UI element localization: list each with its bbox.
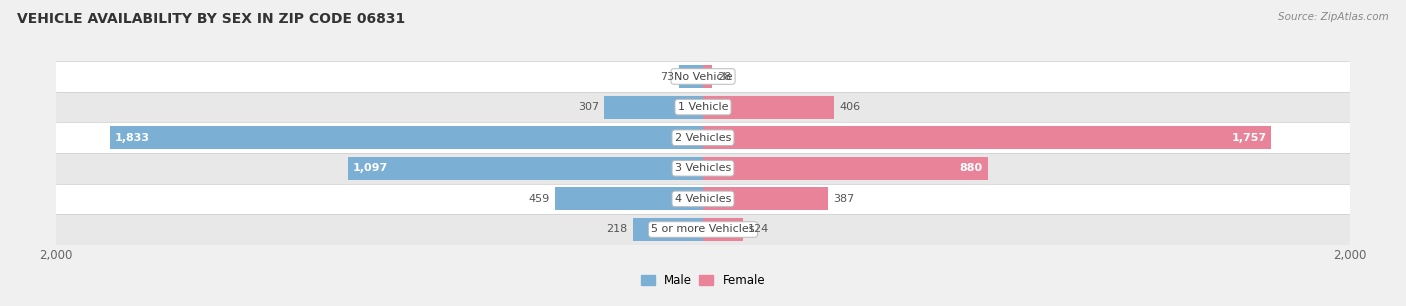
Bar <box>349 157 703 180</box>
Text: 218: 218 <box>606 225 627 234</box>
Text: 387: 387 <box>832 194 855 204</box>
Text: 2 Vehicles: 2 Vehicles <box>675 133 731 143</box>
Bar <box>703 126 1271 149</box>
Bar <box>603 95 703 118</box>
Bar <box>56 92 1350 122</box>
Bar <box>56 184 1350 214</box>
Text: 1 Vehicle: 1 Vehicle <box>678 102 728 112</box>
Bar <box>703 218 744 241</box>
Text: 3 Vehicles: 3 Vehicles <box>675 163 731 173</box>
Legend: Male, Female: Male, Female <box>637 270 769 290</box>
Text: 5 or more Vehicles: 5 or more Vehicles <box>651 225 755 234</box>
Bar <box>110 126 703 149</box>
Bar <box>56 61 1350 92</box>
Text: 406: 406 <box>839 102 860 112</box>
Text: 73: 73 <box>661 72 675 81</box>
Text: 28: 28 <box>717 72 731 81</box>
Text: 1,833: 1,833 <box>115 133 150 143</box>
Bar <box>703 65 711 88</box>
Bar <box>703 157 987 180</box>
Bar <box>56 214 1350 245</box>
Bar <box>703 187 828 211</box>
Bar <box>56 122 1350 153</box>
Bar <box>554 187 703 211</box>
Bar <box>56 153 1350 184</box>
Text: 1,097: 1,097 <box>353 163 388 173</box>
Bar <box>633 218 703 241</box>
Text: 307: 307 <box>578 102 599 112</box>
Text: Source: ZipAtlas.com: Source: ZipAtlas.com <box>1278 12 1389 22</box>
Bar <box>703 95 834 118</box>
Text: No Vehicle: No Vehicle <box>673 72 733 81</box>
Text: 880: 880 <box>960 163 983 173</box>
Text: VEHICLE AVAILABILITY BY SEX IN ZIP CODE 06831: VEHICLE AVAILABILITY BY SEX IN ZIP CODE … <box>17 12 405 26</box>
Bar <box>679 65 703 88</box>
Text: 4 Vehicles: 4 Vehicles <box>675 194 731 204</box>
Text: 459: 459 <box>529 194 550 204</box>
Text: 1,757: 1,757 <box>1232 133 1267 143</box>
Text: 124: 124 <box>748 225 769 234</box>
